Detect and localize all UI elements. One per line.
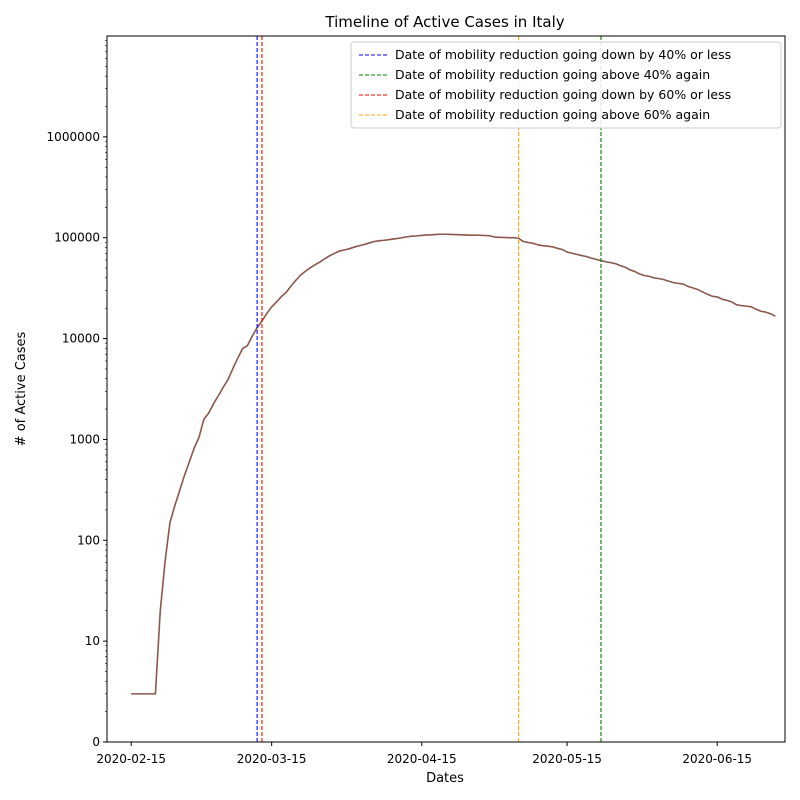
legend-label-0: Date of mobility reduction going down by… bbox=[395, 47, 731, 62]
x-axis-label: Dates bbox=[426, 771, 464, 786]
y-tick-label-5: 100000 bbox=[54, 231, 100, 245]
plot-area bbox=[131, 36, 776, 742]
chart-title: Timeline of Active Cases in Italy bbox=[324, 13, 564, 31]
x-tick-label-4: 2020-06-15 bbox=[682, 752, 752, 766]
legend-label-1: Date of mobility reduction going above 4… bbox=[395, 67, 710, 82]
x-tick-label-0: 2020-02-15 bbox=[96, 752, 166, 766]
y-tick-label-6: 1000000 bbox=[47, 130, 100, 144]
y-axis-label: # of Active Cases bbox=[14, 331, 29, 446]
legend-label-3: Date of mobility reduction going above 6… bbox=[395, 107, 710, 122]
x-tick-label-3: 2020-05-15 bbox=[532, 752, 602, 766]
legend-label-2: Date of mobility reduction going down by… bbox=[395, 87, 731, 102]
y-axis: 0 10 100 1000 10000 100000 1000000 bbox=[47, 40, 107, 749]
y-tick-label-3: 1000 bbox=[69, 432, 100, 446]
y-tick-label-4: 10000 bbox=[62, 332, 100, 346]
legend-box bbox=[350, 41, 782, 129]
legend: Date of mobility reduction going down by… bbox=[350, 41, 782, 129]
x-axis: 2020-02-15 2020-03-15 2020-04-15 2020-05-15… bbox=[96, 742, 752, 766]
axes-frame bbox=[106, 35, 786, 743]
x-tick-label-2: 2020-04-15 bbox=[387, 752, 457, 766]
x-tick-label-1: 2020-03-15 bbox=[237, 752, 307, 766]
series-line-0 bbox=[131, 233, 776, 695]
y-tick-label-2: 100 bbox=[77, 533, 100, 547]
y-tick-label-1: 10 bbox=[85, 634, 100, 648]
y-tick-label-0: 0 bbox=[92, 735, 100, 749]
